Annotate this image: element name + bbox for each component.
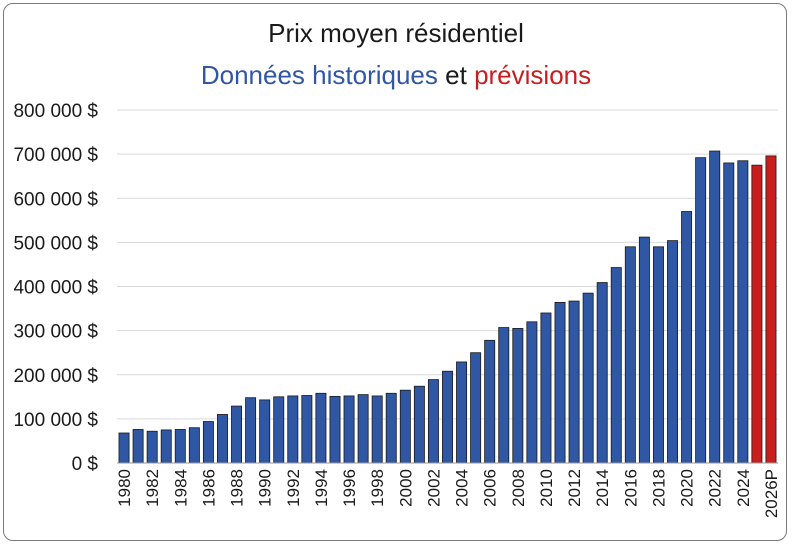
bar-1991 — [273, 396, 285, 464]
subtitle-and-text: et — [445, 60, 467, 90]
y-tick-label: 500 000 $ — [13, 233, 98, 254]
bar-2012 — [568, 300, 580, 464]
x-tick-label: 1984 — [171, 469, 190, 507]
bar-1994 — [315, 392, 327, 464]
x-tick-label: 1992 — [284, 469, 303, 507]
y-tick-label: 200 000 $ — [13, 366, 98, 387]
bar-2004 — [456, 361, 468, 464]
bar-1988 — [231, 405, 243, 464]
bar-2010 — [540, 312, 552, 464]
x-tick-label: 2018 — [649, 469, 668, 507]
bar-1983 — [160, 429, 172, 464]
y-tick-label: 800 000 $ — [13, 101, 98, 122]
bar-2025 — [751, 164, 763, 464]
bar-2019 — [667, 240, 678, 464]
bar-2024 — [737, 160, 749, 464]
subtitle-historical: Données historiques — [200, 60, 438, 90]
bar-2009 — [526, 321, 538, 464]
bar-2017 — [638, 236, 650, 464]
bar-1997 — [357, 394, 369, 464]
bar-1982 — [146, 430, 158, 464]
bar-1981 — [132, 429, 144, 464]
bar-1980 — [118, 432, 130, 464]
x-tick-label: 1982 — [143, 469, 162, 507]
bar-2006 — [484, 339, 496, 464]
bar-2026P — [765, 155, 777, 464]
bar-2003 — [442, 370, 453, 464]
x-tick-label: 1990 — [256, 469, 275, 507]
x-tick-label: 1998 — [368, 469, 387, 507]
y-axis-ticks: 0 $ 100 000 $ 200 000 $ 300 000 $ 400 000 $ 5… — [13, 101, 98, 475]
bar-2000 — [399, 389, 411, 464]
y-tick-label: 600 000 $ — [13, 189, 98, 210]
bar-1992 — [287, 395, 299, 464]
bar-2020 — [681, 211, 693, 464]
bar-2018 — [652, 246, 664, 464]
x-tick-label: 2022 — [706, 469, 725, 507]
x-tick-label: 2004 — [453, 469, 472, 507]
bar-1990 — [259, 399, 271, 464]
bar-1999 — [385, 392, 397, 464]
chart-title: Prix moyen résidentiel — [268, 18, 524, 48]
bar-1986 — [202, 421, 214, 464]
x-tick-label: 2016 — [621, 469, 640, 507]
bar-1985 — [188, 427, 200, 464]
bar-2008 — [512, 328, 524, 464]
y-tick-label: 300 000 $ — [13, 322, 98, 343]
x-tick-label: 2008 — [509, 469, 528, 507]
bar-1987 — [217, 414, 228, 464]
bar-2011 — [554, 301, 566, 464]
subtitle-and: et — [445, 60, 474, 90]
bar-2014 — [596, 282, 608, 464]
bar-2016 — [624, 246, 636, 464]
bar-2013 — [582, 292, 594, 464]
x-tick-label: 2010 — [537, 469, 556, 507]
y-tick-label: 100 000 $ — [13, 410, 98, 431]
y-tick-label: 0 $ — [72, 454, 99, 475]
bar-2002 — [427, 379, 439, 464]
x-tick-label: 2024 — [734, 469, 753, 507]
x-tick-label: 2020 — [678, 469, 697, 507]
x-tick-label: 1980 — [115, 469, 134, 507]
bar-1989 — [245, 397, 257, 464]
x-tick-label: 2026P — [762, 469, 781, 518]
x-axis-ticks: 1980 1982 1984 1986 1988 1990 1992 1994 1996 1998… — [115, 469, 781, 518]
bar-1993 — [301, 395, 313, 464]
x-tick-label: 2000 — [396, 469, 415, 507]
y-tick-label: 400 000 $ — [13, 278, 98, 299]
bar-2001 — [413, 385, 425, 464]
bar-2021 — [695, 157, 707, 464]
x-tick-label: 2014 — [593, 469, 612, 507]
bar-2007 — [498, 327, 510, 464]
bar-1998 — [371, 395, 383, 464]
bar-1996 — [343, 395, 355, 464]
bar-2015 — [610, 267, 622, 464]
bar-2022 — [709, 150, 721, 464]
bar-1995 — [329, 395, 341, 464]
x-tick-label: 2012 — [565, 469, 584, 507]
subtitle-forecast: prévisions — [474, 60, 592, 90]
bars — [118, 150, 777, 464]
x-tick-label: 1994 — [312, 469, 331, 507]
chart-subtitle: Données historiques et prévisions — [0, 58, 792, 92]
x-tick-label: 2006 — [481, 469, 500, 507]
bar-1984 — [174, 429, 186, 464]
bar-2005 — [470, 352, 482, 464]
bar-2023 — [723, 162, 735, 464]
x-tick-label: 1988 — [228, 469, 247, 507]
x-tick-label: 1996 — [340, 469, 359, 507]
y-tick-label: 700 000 $ — [13, 145, 98, 166]
chart-title-block: Prix moyen résidentiel Données historiqu… — [0, 16, 792, 92]
x-tick-label: 1986 — [199, 469, 218, 507]
x-tick-label: 2002 — [424, 469, 443, 507]
